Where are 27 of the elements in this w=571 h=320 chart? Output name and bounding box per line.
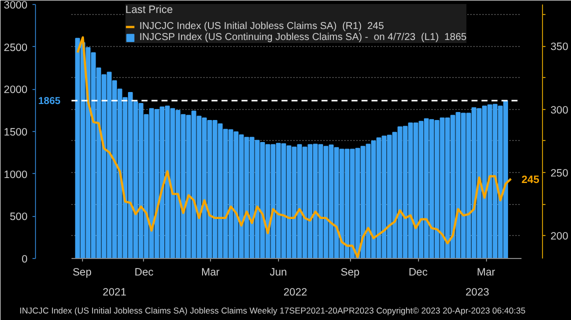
y-tick-label: 2500 (4, 42, 28, 54)
text: 2022 (284, 286, 308, 298)
x-tick-label: Dec (408, 266, 428, 278)
text: 2023 (465, 286, 490, 298)
data-label: 245 (522, 174, 540, 186)
y-tick-label: 2000 (4, 84, 28, 96)
legend-title: Last Price (125, 4, 174, 16)
y-tick-label: 500 (10, 211, 28, 224)
y2-tick-label: 250 (550, 167, 568, 180)
x-tick-label: Dec (134, 266, 154, 278)
y-tick-label: 1000 (4, 168, 28, 181)
legend-label: INJCSP Index (US Continuing Jobless Claims SA) - on 4/7/23 (L1) 1865 (139, 32, 467, 43)
x-tick-label: Sep (340, 266, 360, 278)
y-tick-label: 1500 (4, 126, 28, 138)
x-tick-label: Mar (201, 266, 220, 278)
ref-line-label: 1865 (38, 96, 61, 108)
x-tick-label: Mar (476, 266, 496, 278)
legend-label: INJCJC Index (US Initial Jobless Claims SA) (R1) 245 (139, 21, 384, 32)
text: 2021 (102, 286, 126, 298)
text: INJCJC Index (US Initial Jobless Claims SA) Jobless Claims Weekly 17SEP2021-20APR2023 Copyright© 2023 20-Apr-2023 06:40:35 (20, 306, 526, 316)
y-tick-label: 0 (22, 254, 28, 266)
y2-tick-label: 300 (550, 104, 568, 116)
x-tick-label: Jun (270, 266, 288, 278)
x-tick-label: Sep (72, 266, 92, 278)
y2-tick-label: 350 (550, 41, 568, 54)
y-tick-label: 3000 (4, 0, 28, 12)
y2-tick-label: 200 (550, 230, 568, 243)
